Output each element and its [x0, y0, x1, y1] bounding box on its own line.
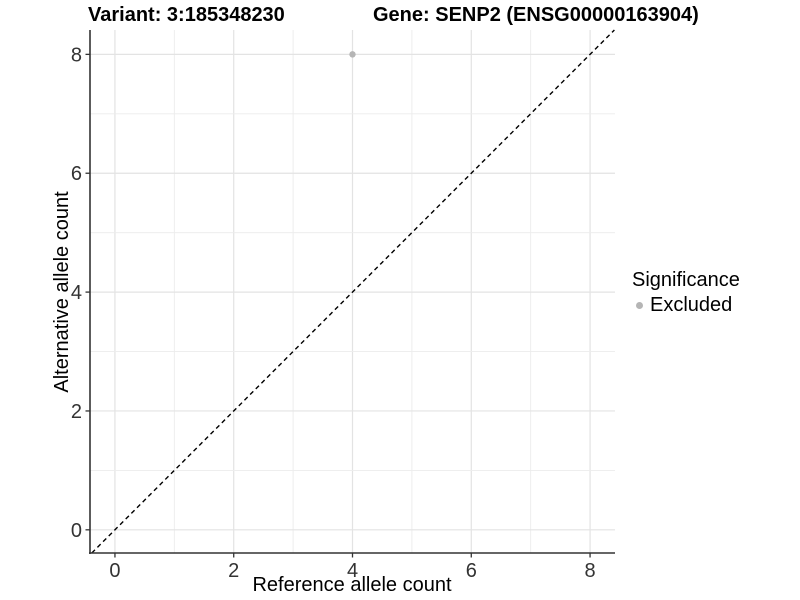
legend-title: Significance: [632, 269, 740, 291]
legend-items: Excluded: [632, 293, 740, 318]
x-axis-title: Reference allele count: [252, 574, 451, 596]
y-tick-label: 4: [71, 282, 82, 304]
data-point: [349, 51, 356, 58]
identity-line: [91, 29, 615, 554]
variant-title: Variant: 3:185348230: [88, 4, 285, 26]
legend: Significance Excluded: [632, 268, 740, 318]
y-tick-label: 6: [71, 163, 82, 185]
legend-item: Excluded: [632, 293, 740, 318]
y-axis-title: Alternative allele count: [51, 191, 73, 393]
x-tick-label: 4: [347, 560, 358, 582]
x-tick-label: 8: [584, 560, 595, 582]
gene-title: Gene: SENP2 (ENSG00000163904): [373, 4, 699, 26]
y-tick-label: 0: [71, 520, 82, 542]
x-tick-label: 6: [466, 560, 477, 582]
legend-item-label: Excluded: [650, 294, 733, 316]
tick-marks-layer: [85, 53, 591, 558]
x-tick-label: 2: [228, 560, 239, 582]
y-tick-label: 8: [71, 44, 82, 66]
tick-labels-layer: 0 2 4 6 8 0 2 4 6 8: [71, 44, 596, 582]
legend-point-icon: [636, 302, 643, 309]
x-tick-label: 0: [109, 560, 120, 582]
reference-line-layer: [91, 29, 615, 554]
y-tick-label: 2: [71, 401, 82, 423]
points-layer: [349, 51, 356, 58]
